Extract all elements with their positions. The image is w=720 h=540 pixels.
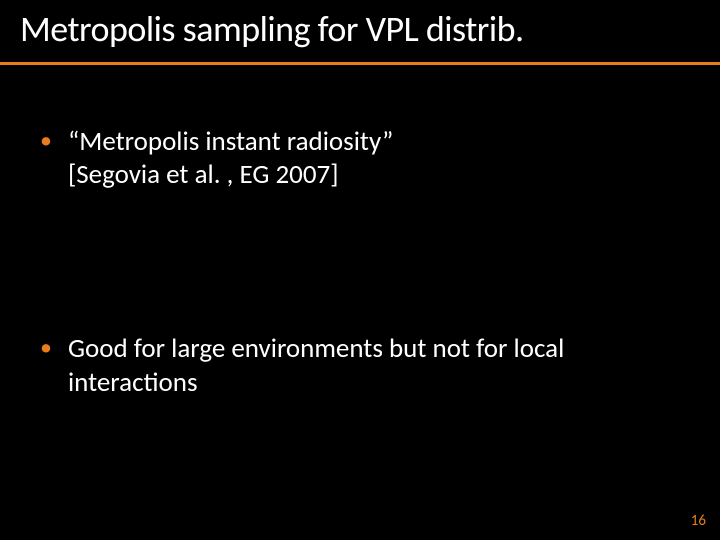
bullet-dot-icon: • [40, 125, 52, 157]
bullet-text: “Metropolis instant radiosity” [Segovia … [68, 125, 680, 193]
slide-body: • “Metropolis instant radiosity” [Segovi… [0, 65, 720, 400]
bullet-dot-icon: • [40, 332, 52, 364]
bullet-item: • Good for large environments but not fo… [40, 332, 680, 400]
bullet-item: • “Metropolis instant radiosity” [Segovi… [40, 125, 680, 193]
page-number: 16 [691, 512, 706, 530]
bullet-text: Good for large environments but not for … [68, 332, 680, 400]
slide-title: Metropolis sampling for VPL distrib. [20, 10, 700, 50]
slide: Metropolis sampling for VPL distrib. • “… [0, 0, 720, 540]
title-container: Metropolis sampling for VPL distrib. [0, 0, 720, 62]
